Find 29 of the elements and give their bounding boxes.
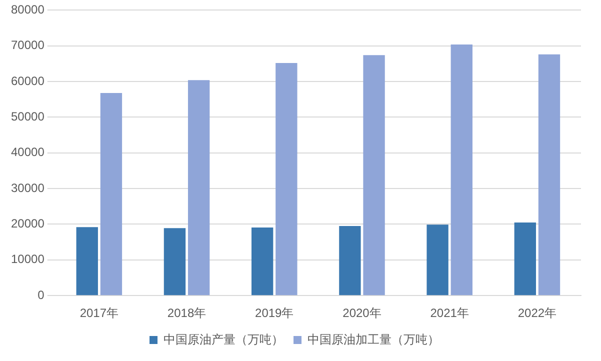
x-tick-label: 2018年: [167, 306, 206, 320]
legend-label: 中国原油产量（万吨）: [164, 332, 284, 346]
bar: [188, 80, 210, 296]
x-tick-label: 2020年: [342, 306, 382, 320]
legend-label: 中国原油加工量（万吨）: [308, 332, 440, 346]
y-tick-label: 80000: [10, 2, 45, 17]
bar: [363, 55, 385, 296]
y-tick-label: 70000: [10, 38, 45, 52]
bar: [339, 226, 361, 296]
bar: [450, 44, 472, 296]
bar: [276, 63, 298, 296]
bar: [76, 227, 98, 296]
bar: [251, 227, 274, 296]
x-tick-label: 2022年: [518, 306, 557, 320]
x-tick-label: 2021年: [430, 306, 469, 320]
y-tick-label: 0: [38, 288, 45, 302]
y-tick-label: 10000: [10, 252, 45, 266]
y-tick-label: 20000: [10, 216, 45, 231]
bar: [100, 92, 122, 296]
y-tick-label: 60000: [10, 74, 45, 88]
y-tick-label: 40000: [10, 145, 45, 160]
y-tick-label: 50000: [10, 110, 45, 124]
x-tick-label: 2019年: [255, 306, 294, 320]
y-tick-label: 30000: [10, 180, 45, 195]
bar: [538, 54, 560, 296]
bar: [426, 224, 448, 296]
bar: [164, 228, 186, 296]
bar: [514, 222, 536, 296]
x-tick-label: 2017年: [80, 306, 119, 320]
